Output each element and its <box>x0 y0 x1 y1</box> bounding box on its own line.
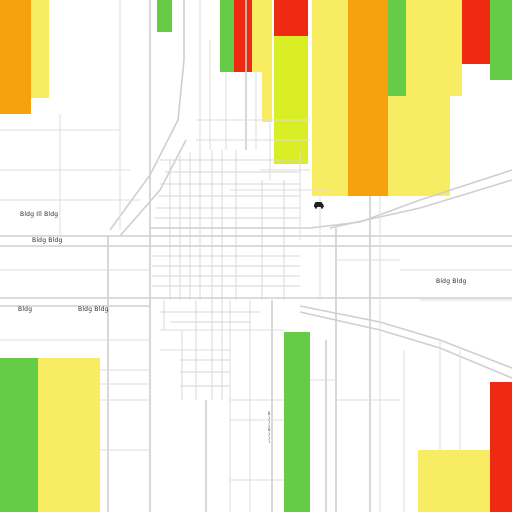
zone-band <box>38 358 100 512</box>
zone-band <box>262 0 272 122</box>
zone-band <box>388 96 450 196</box>
zone-bands-top <box>0 0 512 196</box>
zone-band <box>490 0 512 80</box>
zone-bands-bottom <box>0 332 512 512</box>
road-label: Bldg Bldg <box>436 278 467 285</box>
zone-band <box>274 36 308 164</box>
zone-band <box>348 0 388 196</box>
zone-band <box>284 332 310 512</box>
zone-band <box>274 0 308 36</box>
zone-band <box>252 0 262 72</box>
zone-band <box>406 0 462 96</box>
zone-band <box>0 0 31 114</box>
car-icon[interactable] <box>313 200 325 212</box>
street-label-vertical: Bill Bill <box>268 411 271 444</box>
road-label: Bldg Ill Bldg <box>20 211 59 218</box>
road-label: Bldg <box>18 306 33 313</box>
zone-band <box>157 0 172 32</box>
zone-band <box>234 0 252 72</box>
zone-band <box>220 0 234 72</box>
zone-band <box>312 0 348 196</box>
zone-band <box>0 358 38 512</box>
zone-band <box>388 0 406 96</box>
zone-band <box>462 0 490 64</box>
downtown-grid <box>152 150 300 400</box>
road-label: Bldg Bldg <box>32 237 63 244</box>
zone-band <box>418 450 492 512</box>
zone-band <box>31 0 49 98</box>
road-label: Bldg Bldg <box>78 306 109 313</box>
zone-band <box>490 382 512 512</box>
